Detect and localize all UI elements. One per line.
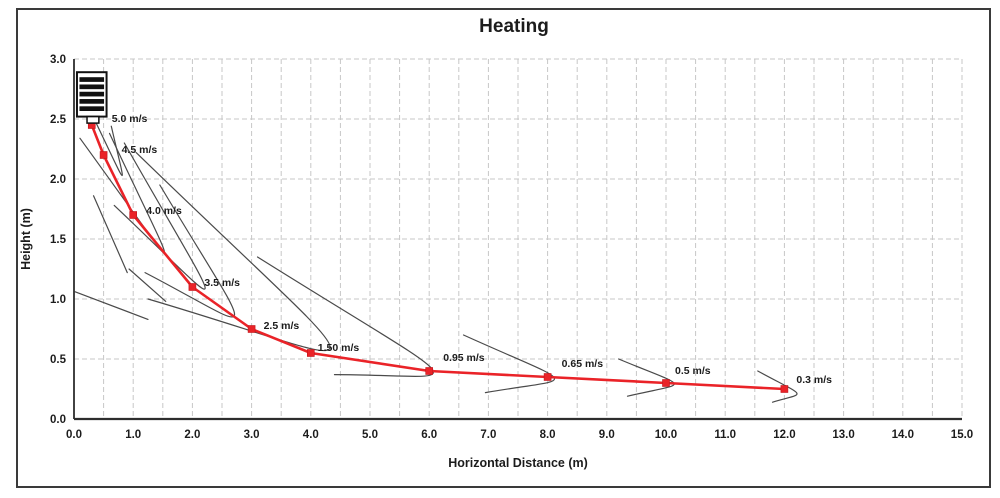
velocity-label: 4.5 m/s xyxy=(122,144,158,156)
y-tick-label: 2.0 xyxy=(50,174,66,186)
x-tick-label: 7.0 xyxy=(480,429,496,441)
trajectory-marker xyxy=(247,325,256,333)
trajectory-marker xyxy=(99,151,108,159)
velocity-label: 3.5 m/s xyxy=(204,277,240,289)
x-tick-label: 9.0 xyxy=(599,429,615,441)
trajectory-marker xyxy=(780,385,789,393)
jet-envelope-segment xyxy=(74,291,149,320)
x-tick-label: 15.0 xyxy=(951,429,973,441)
y-tick-label: 0.5 xyxy=(50,354,67,366)
velocity-label: 0.5 m/s xyxy=(675,365,711,377)
velocity-label: 5.0 m/s xyxy=(112,113,148,125)
jet-envelope-curve xyxy=(135,152,331,352)
diffuser-slat xyxy=(79,106,105,111)
chart-title: Heating xyxy=(479,16,549,37)
trajectory-marker xyxy=(425,367,434,375)
figure-border xyxy=(16,8,991,488)
trajectory-markers xyxy=(87,121,789,393)
x-tick-label: 8.0 xyxy=(540,429,556,441)
x-tick-label: 13.0 xyxy=(832,429,854,441)
y-tick-label: 1.0 xyxy=(50,294,66,306)
trajectory-marker xyxy=(306,349,315,357)
diffuser-slat xyxy=(79,99,105,104)
air-diffuser-icon xyxy=(75,71,108,124)
x-tick-label: 11.0 xyxy=(714,429,736,441)
trajectory-marker xyxy=(188,283,197,291)
y-tick-label: 3.0 xyxy=(50,54,66,66)
x-tick-label: 14.0 xyxy=(892,429,914,441)
velocity-label: 4.0 m/s xyxy=(146,205,182,217)
velocity-label: 2.5 m/s xyxy=(264,320,300,332)
x-axis-title: Horizontal Distance (m) xyxy=(448,456,588,470)
diffuser-slat xyxy=(79,91,105,97)
x-tick-label: 4.0 xyxy=(303,429,319,441)
y-tick-label: 2.5 xyxy=(50,114,67,126)
jet-envelope-curve xyxy=(144,184,236,318)
velocity-label: 0.95 m/s xyxy=(443,352,485,364)
trajectory-line xyxy=(90,121,786,391)
velocity-label: 1.50 m/s xyxy=(318,342,360,354)
gridlines xyxy=(74,58,963,419)
x-tick-label: 5.0 xyxy=(362,429,378,441)
x-tick-label: 1.0 xyxy=(125,429,141,441)
diffuser-slat xyxy=(79,84,105,90)
tick-labels: 0.0 1.0 2.0 3.0 4.0 5.0 6.0 7.0 8.0 9.0 10.0 11.0 12… xyxy=(50,54,973,441)
x-tick-label: 6.0 xyxy=(421,429,437,441)
jet-envelope-curve xyxy=(462,334,555,394)
x-tick-label: 10.0 xyxy=(655,429,677,441)
y-axis-title: Height (m) xyxy=(19,208,33,270)
axes xyxy=(73,59,962,421)
x-tick-label: 3.0 xyxy=(244,429,260,441)
jet-envelope-curve xyxy=(113,142,206,290)
y-tick-label: 1.5 xyxy=(50,234,67,246)
velocity-label: 0.3 m/s xyxy=(796,374,832,386)
velocity-label: 0.65 m/s xyxy=(562,358,604,370)
trajectory-marker xyxy=(662,379,670,387)
y-tick-label: 0.0 xyxy=(50,414,66,426)
jet-envelope-segment xyxy=(128,268,167,302)
trajectory-marker xyxy=(543,373,552,381)
jet-envelope-curves xyxy=(74,123,798,403)
diffuser-outlet xyxy=(86,115,100,124)
jet-trajectory xyxy=(90,121,786,391)
x-tick-label: 0.0 xyxy=(66,429,82,441)
jet-envelope-segment xyxy=(92,195,128,274)
jet-envelope-curve xyxy=(757,370,798,403)
x-tick-label: 2.0 xyxy=(184,429,200,441)
trajectory-marker xyxy=(129,211,137,219)
x-tick-label: 12.0 xyxy=(773,429,795,441)
diffuser-slat xyxy=(79,77,105,82)
velocity-labels: 5.0 m/s 4.5 m/s 4.0 m/s 3.5 m/s 2.5 m/s 1.50 … xyxy=(112,113,832,386)
